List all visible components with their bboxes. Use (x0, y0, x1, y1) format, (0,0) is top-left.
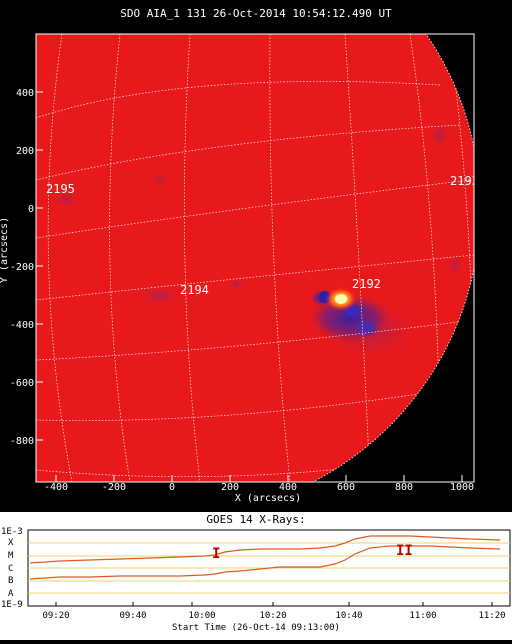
flux-label: B (8, 576, 13, 586)
goes-xray-panel: GOES 14 X-Rays: 1E-3 X M C B A 1E-9 I II (0, 512, 512, 640)
time-tick-label: 09:20 (42, 611, 69, 621)
time-tick-label: 11:20 (478, 611, 505, 621)
region-label-2192: 2192 (352, 277, 381, 291)
goes-start-time: Start Time (26-Oct-14 09:13:00) (172, 623, 340, 633)
event-marker-I: I (212, 546, 220, 562)
x-axis-label: X (arcsecs) (235, 493, 301, 504)
y-axis-label: Y (arcsecs) (0, 217, 10, 283)
region-label-2195: 2195 (46, 182, 75, 196)
time-tick-label: 10:00 (188, 611, 215, 621)
flux-label: X (8, 538, 14, 548)
x-tick-label: 1000 (450, 482, 474, 493)
x-tick-label: 200 (221, 482, 239, 493)
time-tick-label: 11:00 (409, 611, 436, 621)
y-tick-label: -400 (10, 320, 34, 331)
y-tick-label: -600 (10, 378, 34, 389)
time-tick-label: 10:40 (335, 611, 362, 621)
region-label-2193: 2193 (450, 174, 479, 188)
goes-xray-plot: GOES 14 X-Rays: 1E-3 X M C B A 1E-9 I II (1, 513, 511, 633)
flux-label: 1E-3 (1, 527, 23, 537)
x-tick-label: -200 (102, 482, 126, 493)
active-region-2192 (306, 287, 394, 344)
x-tick-label: -400 (44, 482, 68, 493)
x-tick-label: 0 (169, 482, 175, 493)
event-marker-II: II (396, 543, 413, 559)
goes-short-channel-curve (29, 545, 501, 580)
solar-disk-image: 2195 2193 2194 2192 197 SDO AIA_1 131 26… (0, 7, 479, 504)
time-tick-label: 10:20 (259, 611, 286, 621)
x-tick-label: 400 (279, 482, 297, 493)
flux-label: 1E-9 (1, 600, 23, 610)
y-tick-label: 200 (16, 146, 34, 157)
solar-image-panel: 2195 2193 2194 2192 197 SDO AIA_1 131 26… (0, 7, 479, 504)
y-tick-label: 0 (28, 204, 34, 215)
x-tick-label: 800 (395, 482, 413, 493)
goes-long-channel-curve (29, 535, 501, 564)
y-tick-label: -200 (10, 262, 34, 273)
plot-frame (35, 33, 475, 483)
goes-title: GOES 14 X-Rays: (206, 513, 305, 526)
flux-label: A (8, 589, 14, 599)
flux-label: M (8, 551, 14, 561)
image-title: SDO AIA_1 131 26-Oct-2014 10:54:12.490 U… (120, 7, 392, 20)
sun-disk (36, 34, 474, 482)
region-label-2194: 2194 (180, 283, 209, 297)
flux-label: C (8, 564, 13, 574)
time-tick-label: 09:40 (119, 611, 146, 621)
x-tick-label: 600 (337, 482, 355, 493)
y-tick-label: 400 (16, 88, 34, 99)
y-tick-label: -800 (10, 436, 34, 447)
